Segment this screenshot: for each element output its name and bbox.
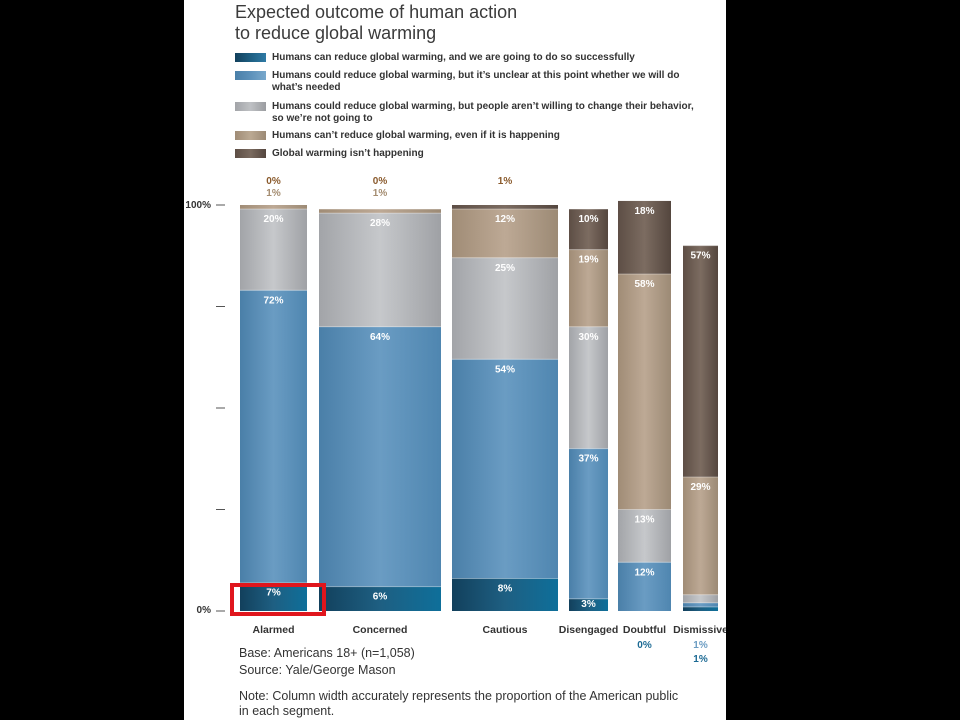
data-label: 1% (498, 176, 513, 187)
chart-title-line-2: to reduce global warming (235, 23, 437, 43)
data-label: 7% (266, 588, 281, 599)
y-tick-label: 0% (197, 605, 212, 616)
data-label: 1% (693, 654, 708, 665)
chart-panel: Expected outcome of human action to redu… (184, 0, 726, 720)
footer-base: Base: Americans 18+ (n=1,058) (239, 646, 415, 660)
legend-item: Humans could reduce global warming, but … (235, 101, 715, 130)
bar-segment (319, 326, 441, 587)
legend-item: Humans can reduce global warming, and we… (235, 52, 715, 70)
data-label: 6% (373, 592, 388, 603)
bar-segment (319, 209, 441, 214)
bar-group-concerned: 6% 64% 28% 0%1% (319, 176, 441, 611)
highlight-box (230, 583, 326, 616)
bar-group-dismissive: 29% 57% 1% 1% (683, 245, 718, 665)
legend-swatch (235, 131, 266, 140)
y-tick-label: 100% (185, 200, 211, 211)
legend-swatch (235, 102, 266, 111)
data-label: 30% (578, 332, 598, 343)
bar-segment (240, 582, 307, 611)
bar-segment (618, 274, 671, 510)
bar-group-doubtful: 12% 13% 58% 18% 0% (618, 200, 671, 651)
category-label: Cautious (483, 624, 528, 636)
data-label: 3% (581, 599, 596, 610)
bar-segment (683, 594, 718, 603)
data-label: 57% (690, 251, 710, 262)
legend-item: Humans can’t reduce global warming, even… (235, 130, 715, 148)
legend-label: Humans can’t reduce global warming, even… (272, 130, 560, 141)
legend-swatch (235, 71, 266, 80)
bar-segment (319, 213, 441, 327)
bar-segment (618, 562, 671, 611)
bar-segment (683, 245, 718, 478)
data-label: 12% (634, 567, 654, 578)
data-label: 25% (495, 263, 515, 274)
bar-segment (569, 249, 608, 327)
bar-segment (569, 448, 608, 599)
bar-segment (452, 257, 558, 360)
bar-segment (319, 586, 441, 611)
chart-title-line-1: Expected outcome of human action (235, 2, 518, 22)
chart-title: Expected outcome of human action to redu… (235, 2, 695, 44)
bar-segment (683, 477, 718, 595)
data-label: 54% (495, 364, 515, 375)
data-label: 28% (370, 218, 390, 229)
legend-label: what’s needed (272, 82, 341, 93)
bar-segment (683, 606, 718, 611)
legend-item: Humans could reduce global warming, but … (235, 70, 715, 101)
chart-plot: 100%0%7%72%20%0%1%Alarmed6%64%28%0%1%Con… (185, 176, 726, 665)
data-label: 10% (578, 214, 598, 225)
category-label: Disengaged (559, 624, 619, 636)
bar-segment (452, 578, 558, 611)
data-label: 72% (263, 295, 283, 306)
data-label: 20% (263, 214, 283, 225)
data-label: 64% (370, 332, 390, 343)
legend-label: Global warming isn’t happening (272, 148, 424, 159)
footer-source: Source: Yale/George Mason (239, 663, 396, 677)
data-label: 8% (498, 584, 513, 595)
bar-segment (452, 209, 558, 258)
bar-group-disengaged: 3% 37% 30% 19% 10% (569, 208, 608, 611)
legend-label: Humans can reduce global warming, and we… (272, 52, 635, 63)
chart-legend: Humans can reduce global warming, and we… (235, 52, 715, 166)
category-label: Concerned (353, 624, 408, 636)
data-label: 29% (690, 482, 710, 493)
data-label: 13% (634, 515, 654, 526)
footer-note-line-2: in each segment. (239, 704, 335, 718)
bar-segment (452, 359, 558, 579)
data-label: 18% (634, 206, 654, 217)
data-label: 1% (693, 640, 708, 651)
bar-segment (569, 326, 608, 449)
data-label: 19% (578, 255, 598, 266)
bar-segment (618, 200, 671, 275)
data-label: 1% (373, 188, 388, 199)
category-label: Doubtful (623, 624, 666, 636)
bar-segment (452, 205, 558, 210)
bar-group-alarmed: 7% 72% 20% 0%1% (240, 176, 307, 611)
bar-segment (618, 509, 671, 563)
data-label: 37% (578, 454, 598, 465)
data-label: 0% (373, 176, 388, 187)
legend-swatch (235, 53, 266, 62)
legend-label: Humans could reduce global warming, but … (272, 101, 694, 112)
data-label: 0% (637, 640, 652, 651)
category-label: Dismissive (673, 624, 726, 636)
bar-segment (240, 209, 307, 291)
footer-note-line-1: Note: Column width accurately represents… (239, 689, 679, 703)
data-label: 1% (266, 188, 281, 199)
bar-segment (240, 290, 307, 583)
legend-label: Humans could reduce global warming, but … (272, 70, 680, 81)
legend-swatch (235, 149, 266, 158)
bar-segment (569, 598, 608, 611)
data-label: 12% (495, 214, 515, 225)
bar-segment (240, 205, 307, 210)
bar-group-cautious: 8% 54% 25% 12% 1% (452, 176, 558, 611)
category-label: Alarmed (252, 624, 294, 636)
legend-label: so we’re not going to (272, 113, 373, 124)
legend-item: Global warming isn’t happening (235, 148, 715, 166)
data-label: 58% (634, 279, 654, 290)
bar-segment (683, 602, 718, 607)
data-label: 0% (266, 176, 281, 187)
bar-segment (569, 209, 608, 250)
